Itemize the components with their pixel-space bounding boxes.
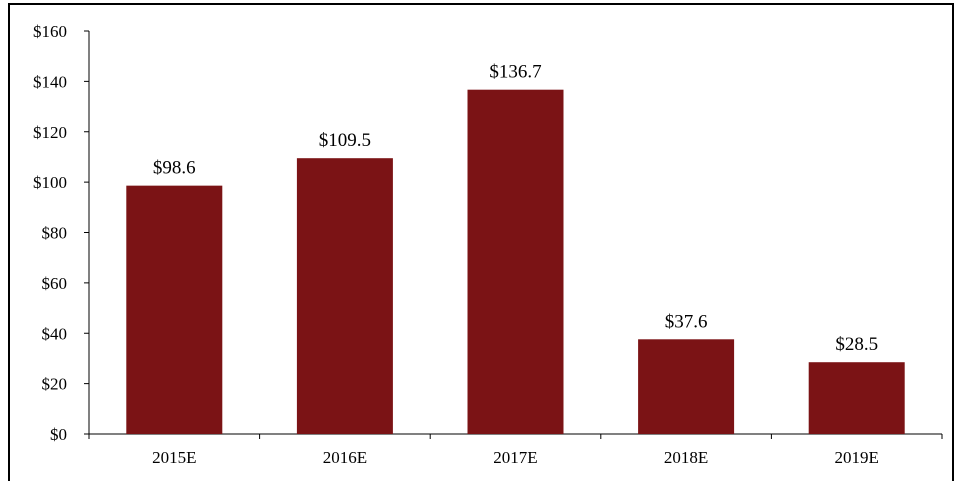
chart-border	[8, 3, 954, 481]
data-label: $28.5	[835, 334, 878, 355]
y-tick-label: $0	[50, 425, 67, 444]
bar-2015e	[126, 185, 223, 434]
y-tick-label: $40	[42, 324, 68, 343]
bars	[126, 89, 905, 434]
labels: $0 $20 $40 $60 $80 $100 $120 $140 $160 $98.6 2015E…	[33, 22, 879, 467]
y-tick-label: $60	[42, 274, 68, 293]
x-tick-label: 2017E	[493, 448, 537, 467]
bar-2019e	[808, 362, 905, 434]
chart-frame-border	[8, 3, 954, 481]
data-label: $37.6	[665, 311, 708, 332]
bar-2016e	[296, 158, 393, 434]
x-tick-label: 2018E	[664, 448, 708, 467]
data-label: $136.7	[489, 62, 541, 83]
data-label: $98.6	[153, 158, 196, 179]
data-label: $109.5	[319, 130, 371, 151]
bar-2018e	[638, 339, 735, 434]
y-tick-label: $140	[33, 72, 67, 91]
x-tick-label: 2016E	[323, 448, 367, 467]
bar-2017e	[467, 89, 564, 434]
y-tick-label: $20	[42, 375, 68, 394]
y-tick-label: $120	[33, 123, 67, 142]
x-tick-label: 2019E	[835, 448, 879, 467]
y-tick-label: $100	[33, 173, 67, 192]
y-tick-label: $80	[42, 224, 68, 243]
x-tick-label: 2015E	[152, 448, 196, 467]
y-tick-label: $160	[33, 22, 67, 41]
